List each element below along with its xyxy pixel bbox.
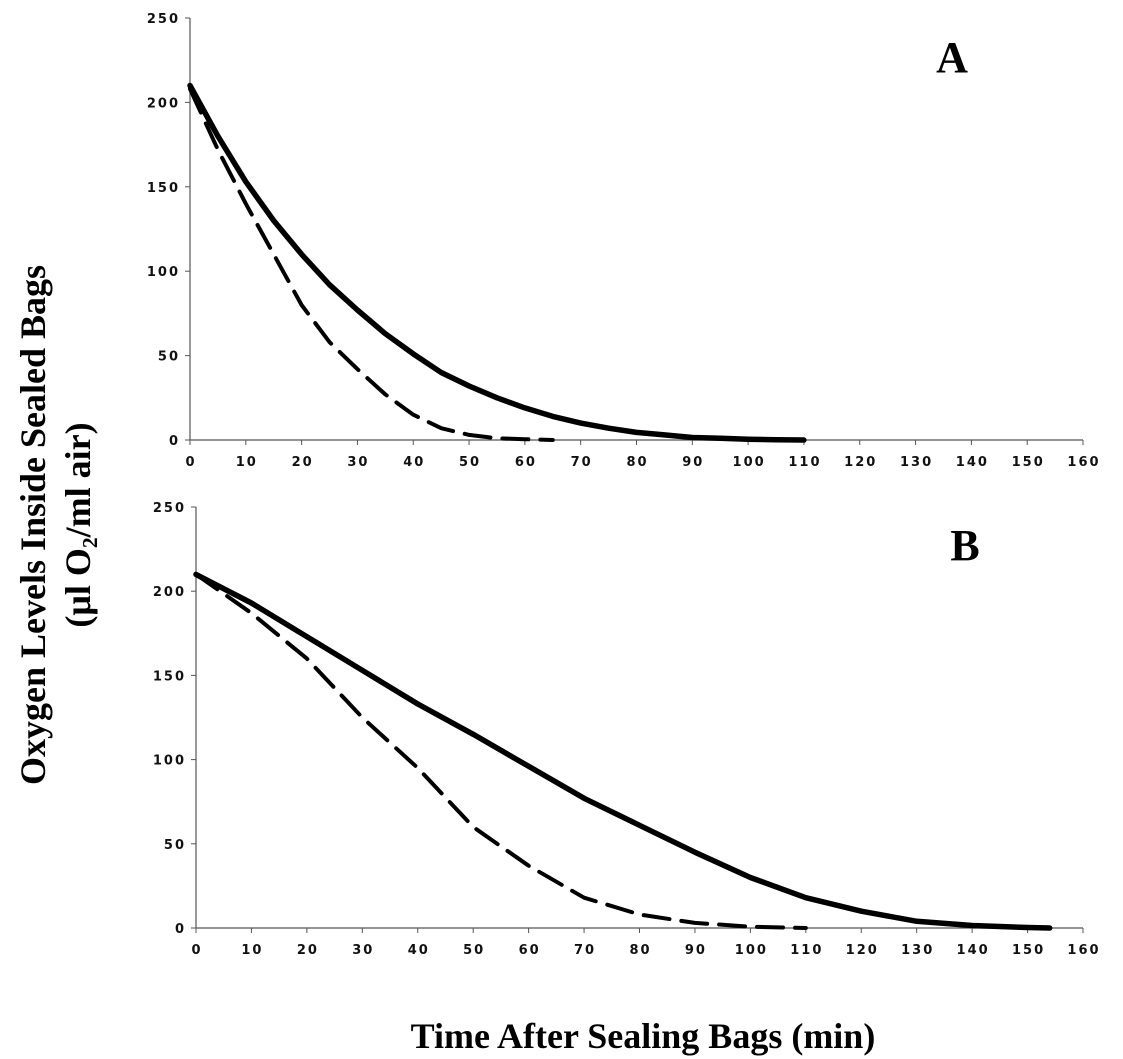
x-tick-label: 0 [185,455,196,470]
x-tick-label: 30 [347,455,369,470]
x-tick-label: 140 [956,455,989,470]
x-tick-label: 40 [408,943,430,958]
chart-panel-b: 0 50 100 150 200 250 0 10 20 30 40 50 60 70 80 90 100 110… [153,501,1100,958]
x-tick-label: 90 [682,455,704,470]
x-axis-title: Time After Sealing Bags (min) [411,1016,876,1056]
x-tick-label: 130 [901,943,934,958]
x-tick-label: 120 [844,455,877,470]
x-tick-label: 30 [352,943,374,958]
series-line-solid [193,571,1053,931]
series-line-solid [187,82,807,443]
y-tick-label: 0 [169,434,180,449]
series-line-dashed [188,86,555,442]
x-tick-label: 40 [403,455,425,470]
y-tick-label: 50 [164,838,186,853]
x-tick-label: 100 [733,455,766,470]
x-tick-label: 90 [685,943,707,958]
x-tick-label: 120 [846,943,879,958]
chart-panel-a: 0 50 100 150 200 250 0 10 20 30 40 50 60 70 80 90 100 110… [147,12,1100,470]
x-tick-label: 110 [788,455,821,470]
x-tick-label: 70 [574,943,596,958]
x-tick-label: 10 [236,455,258,470]
x-tick-label: 160 [1067,455,1100,470]
y-axis-title-line1: Oxygen Levels Inside Sealed Bags [13,265,53,785]
x-tick-label: 140 [957,943,990,958]
y-tick-label: 100 [147,265,180,280]
x-tick-label: 110 [790,943,823,958]
x-tick-label: 10 [241,943,263,958]
panel-label: A [936,33,968,82]
x-tick-label: 80 [626,455,648,470]
x-tick-label: 60 [519,943,541,958]
x-tick-label: 20 [297,943,319,958]
x-tick-label: 80 [629,943,651,958]
y-tick-label: 0 [175,922,186,937]
y-tick-label: 250 [153,501,186,516]
x-tick-label: 50 [459,455,481,470]
y-tick-label: 100 [153,754,186,769]
x-tick-label: 20 [292,455,314,470]
x-tick-label: 150 [1012,943,1045,958]
x-tick-label: 150 [1012,455,1045,470]
y-tick-label: 200 [147,96,180,111]
x-tick-label: 100 [735,943,768,958]
y-tick-label: 50 [158,350,180,365]
y-tick-label: 150 [147,181,180,196]
y-axis-title-line2: (μl O₂/ml air) [58,422,98,627]
panel-label: B [950,521,979,570]
x-tick-label: 160 [1067,943,1100,958]
series-line-dashed [194,572,808,930]
x-tick-label: 70 [571,455,593,470]
x-tick-label: 60 [515,455,537,470]
x-tick-label: 50 [463,943,485,958]
y-tick-label: 200 [153,585,186,600]
y-tick-label: 250 [147,12,180,27]
y-tick-label: 150 [153,669,186,684]
x-tick-label: 0 [191,943,202,958]
x-tick-label: 130 [900,455,933,470]
